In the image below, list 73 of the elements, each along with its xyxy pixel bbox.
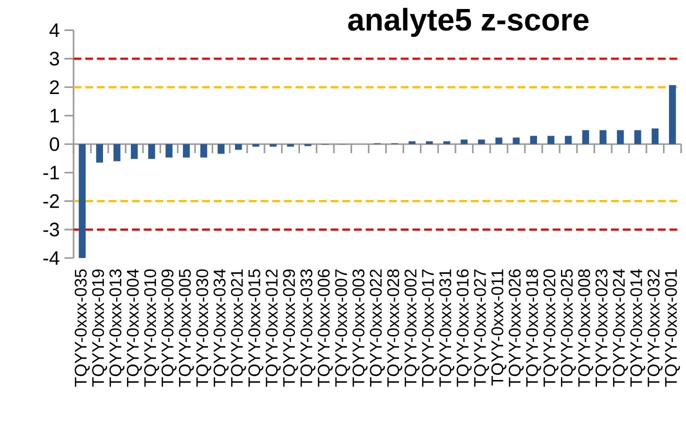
bar bbox=[113, 144, 120, 161]
x-tick-label: TQYY-0xxx-029 bbox=[283, 269, 298, 387]
x-tick-label: TQYY-0xxx-004 bbox=[126, 268, 142, 387]
x-tick-label: TQYY-0xxx-035 bbox=[74, 269, 90, 387]
bar bbox=[166, 144, 172, 158]
x-tick-label: TQYY-0xxx-019 bbox=[92, 269, 108, 387]
x-tick-label: TQYY-0xxx-021 bbox=[230, 269, 246, 387]
y-tick-label: 0 bbox=[50, 136, 60, 151]
bar bbox=[148, 144, 156, 159]
x-tick-label: TQYY-0xxx-020 bbox=[543, 269, 558, 387]
x-tick-label: TQYY-0xxx-024 bbox=[612, 268, 628, 387]
x-tick-label: TQYY-0xxx-009 bbox=[162, 269, 177, 387]
x-tick-label: TQYY-0xxx-001 bbox=[664, 269, 680, 387]
y-tick-label: 3 bbox=[50, 52, 60, 66]
bar bbox=[600, 130, 606, 144]
y-tick-label: 1 bbox=[50, 108, 59, 122]
bar bbox=[582, 130, 590, 144]
y-tick-label: -2 bbox=[43, 194, 59, 208]
x-tick-label: TQYY-0xxx-026 bbox=[508, 269, 524, 387]
x-tick-label: TQYY-0xxx-007 bbox=[335, 269, 350, 387]
x-tick-label: TQYY-0xxx-010 bbox=[144, 269, 160, 387]
x-tick-label: TQYY-0xxx-027 bbox=[474, 269, 489, 387]
y-tick-label: -4 bbox=[43, 251, 60, 265]
bar bbox=[200, 144, 208, 158]
x-tick-label: TQYY-0xxx-012 bbox=[266, 269, 281, 387]
x-tick-label: TQYY-0xxx-017 bbox=[422, 269, 437, 387]
x-tick-label: TQYY-0xxx-006 bbox=[318, 269, 333, 387]
bar bbox=[460, 139, 468, 144]
bar bbox=[547, 136, 554, 144]
y-tick-label: -1 bbox=[43, 166, 59, 180]
x-tick-label: TQYY-0xxx-022 bbox=[370, 269, 385, 387]
x-tick-label: TQYY-0xxx-033 bbox=[300, 269, 316, 387]
x-tick-label: TQYY-0xxx-005 bbox=[178, 269, 194, 387]
chart-title: analyte5 z-score bbox=[348, 8, 589, 37]
bar bbox=[512, 137, 520, 144]
bar bbox=[252, 144, 260, 146]
x-tick-label: TQYY-0xxx-032 bbox=[648, 269, 663, 387]
bar bbox=[78, 144, 86, 258]
x-tick-label: TQYY-0xxx-013 bbox=[109, 269, 124, 387]
y-tick-label: -3 bbox=[43, 222, 60, 236]
bar bbox=[182, 144, 190, 158]
bar bbox=[130, 144, 138, 159]
x-tick-label: TQYY-0xxx-023 bbox=[596, 269, 611, 387]
x-tick-label: TQYY-0xxx-011 bbox=[491, 269, 506, 386]
bar bbox=[235, 144, 242, 150]
y-tick-label: 2 bbox=[50, 80, 59, 94]
y-tick-label: 4 bbox=[49, 23, 60, 37]
bar bbox=[530, 136, 538, 144]
bar bbox=[495, 137, 502, 144]
bar bbox=[564, 136, 572, 144]
x-tick-label: TQYY-0xxx-034 bbox=[214, 268, 229, 387]
bar bbox=[426, 141, 433, 144]
bar bbox=[287, 144, 294, 146]
x-tick-label: TQYY-0xxx-016 bbox=[456, 269, 472, 387]
bar bbox=[634, 130, 642, 144]
bar bbox=[652, 128, 659, 144]
bar bbox=[408, 141, 416, 144]
x-tick-label: TQYY-0xxx-003 bbox=[352, 269, 368, 387]
x-tick-label: TQYY-0xxx-031 bbox=[439, 269, 454, 387]
bar bbox=[478, 139, 485, 144]
x-tick-label: TQYY-0xxx-015 bbox=[248, 269, 264, 387]
bar bbox=[96, 144, 104, 162]
x-tick-label: TQYY-0xxx-008 bbox=[578, 269, 594, 387]
x-tick-label: TQYY-0xxx-002 bbox=[404, 269, 420, 387]
bar bbox=[218, 144, 225, 154]
bar bbox=[616, 130, 624, 144]
x-tick-label: TQYY-0xxx-028 bbox=[387, 269, 402, 387]
x-tick-label: TQYY-0xxx-018 bbox=[526, 269, 542, 387]
x-tick-label: TQYY-0xxx-030 bbox=[196, 269, 212, 387]
x-tick-label: TQYY-0xxx-014 bbox=[630, 268, 646, 387]
bar bbox=[669, 84, 676, 144]
x-tick-label: TQYY-0xxx-025 bbox=[560, 269, 576, 387]
bar bbox=[270, 144, 277, 146]
